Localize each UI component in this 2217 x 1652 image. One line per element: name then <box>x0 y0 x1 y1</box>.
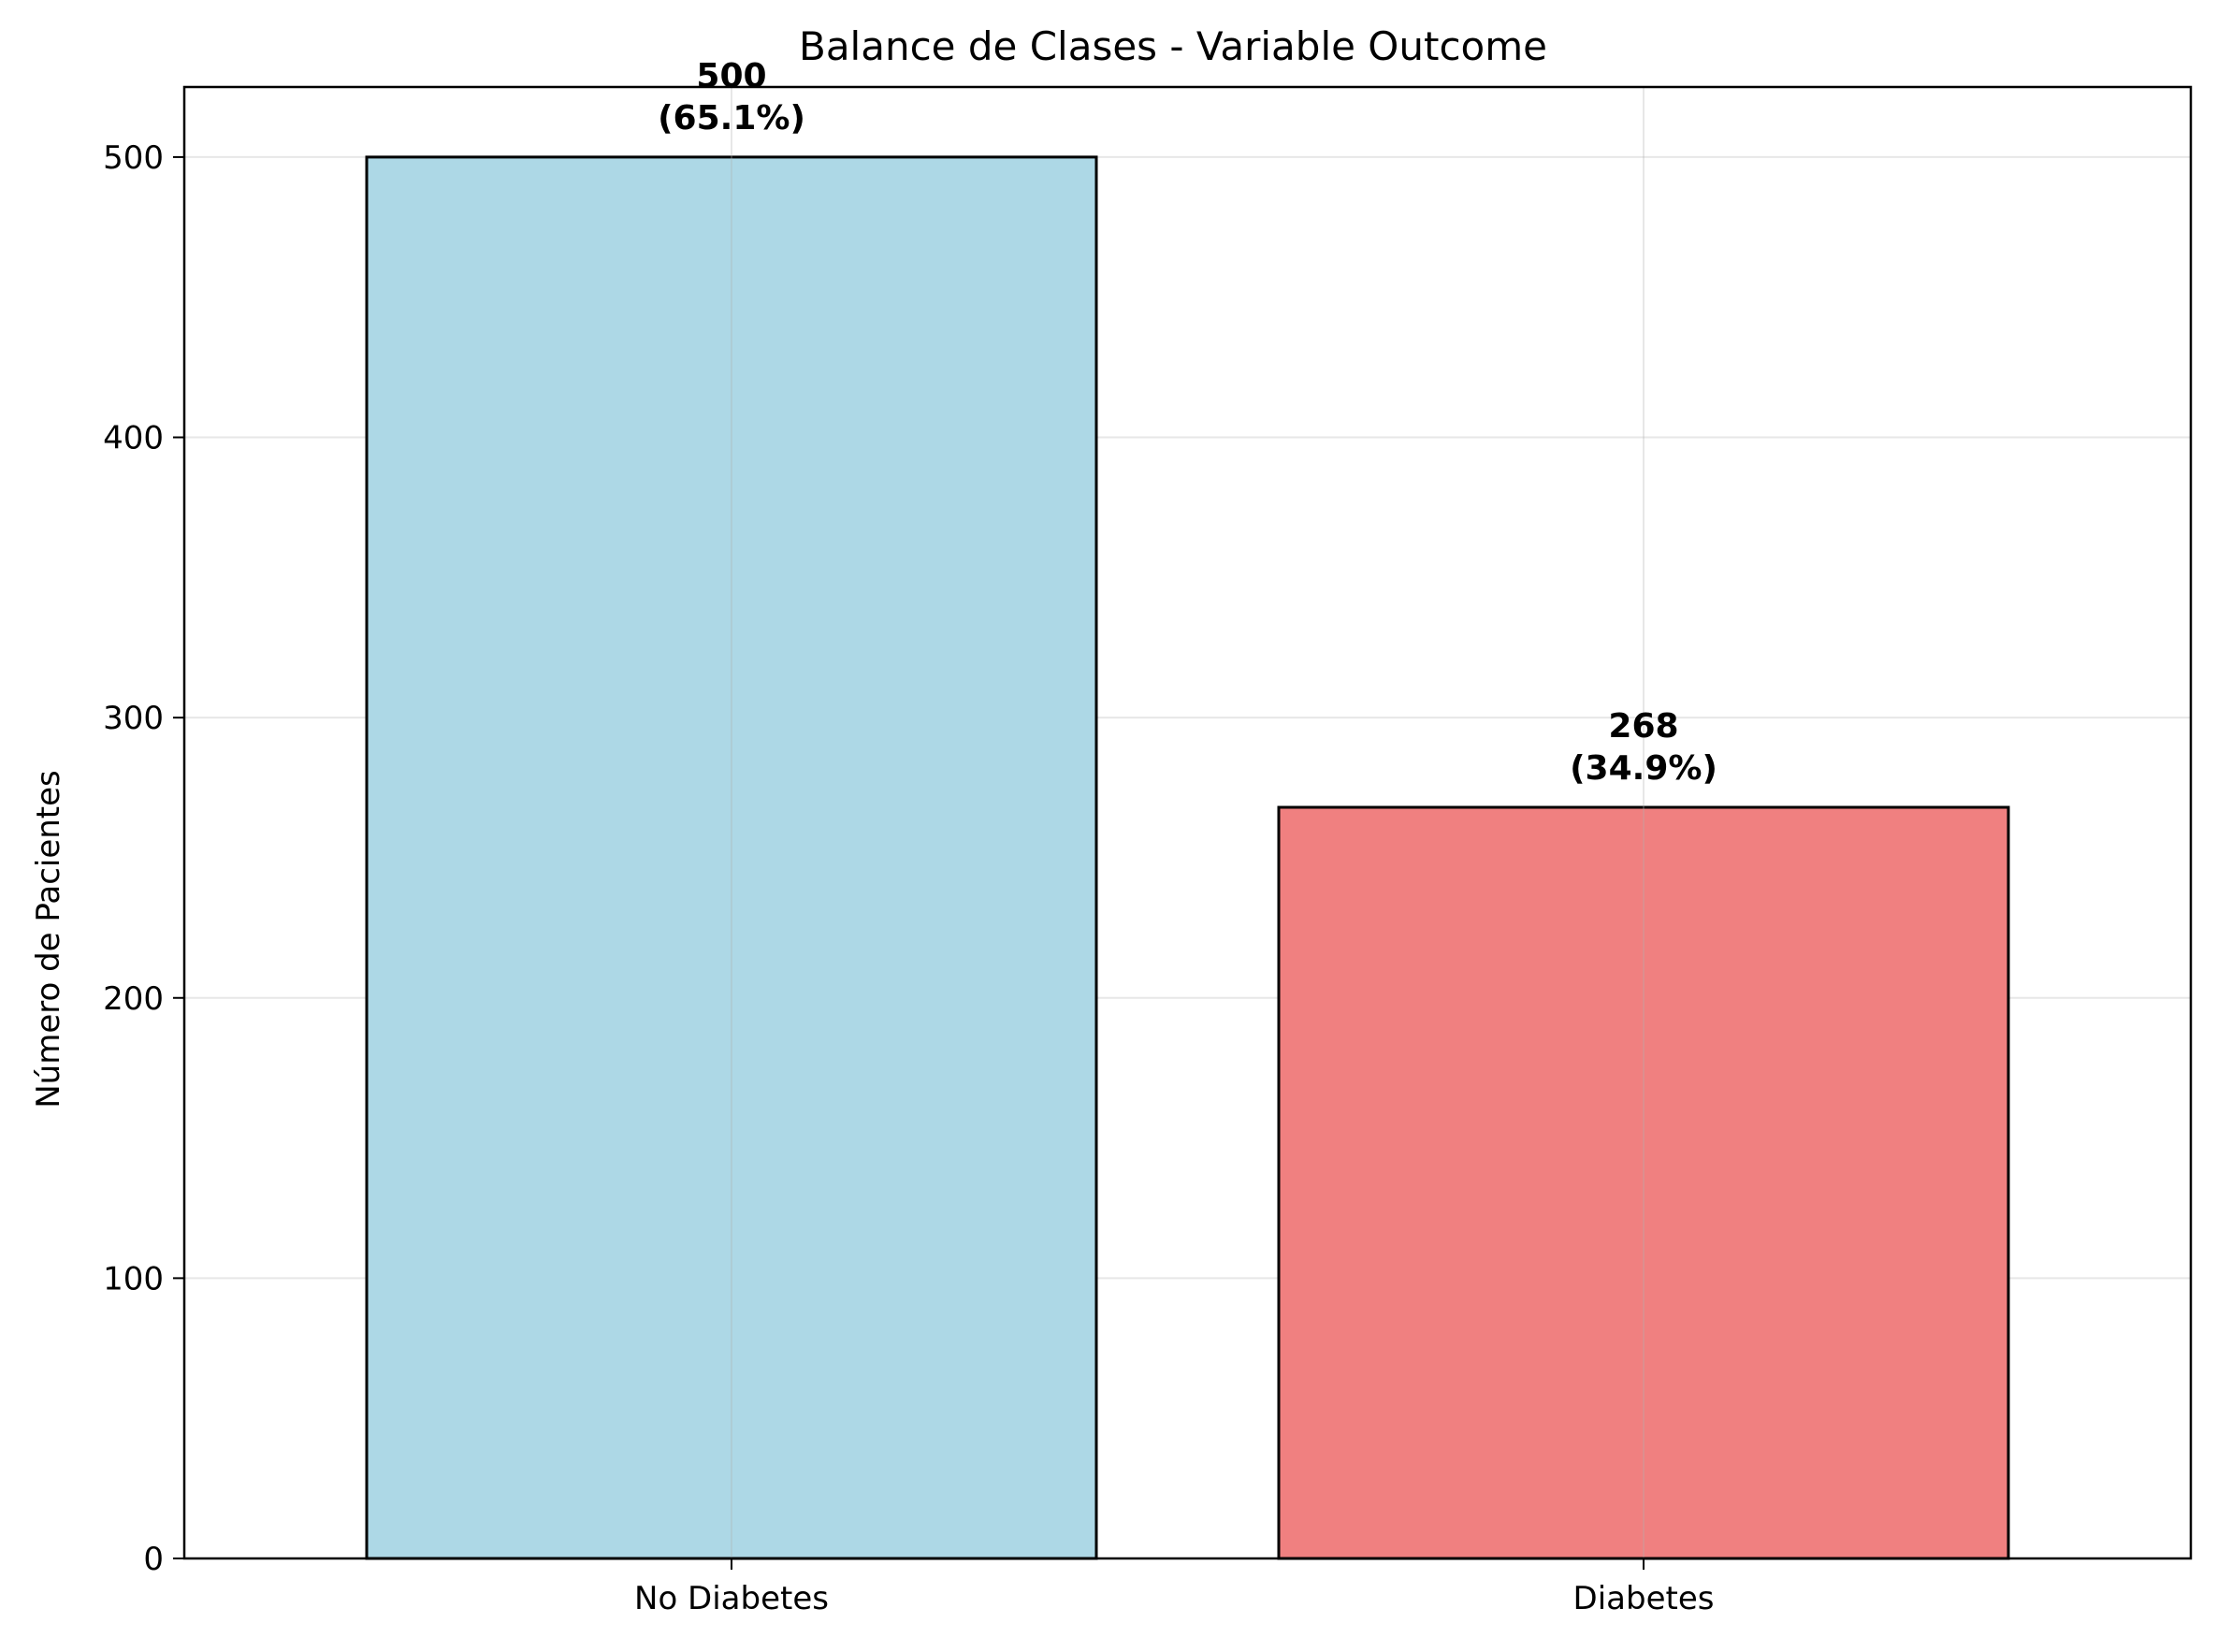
data-label-value: 500 <box>696 57 766 95</box>
data-label-value: 268 <box>1608 707 1678 746</box>
y-axis-label: Número de Pacientes <box>30 770 67 1109</box>
y-tick-label: 0 <box>143 1541 164 1578</box>
plot-frame <box>182 85 2193 1560</box>
y-tick-label: 400 <box>103 420 164 457</box>
chart-title: Balance de Clases - Variable Outcome <box>799 23 1547 69</box>
x-axis-ticks: No Diabetes Diabetes <box>634 1558 1714 1617</box>
data-label-percent: (65.1%) <box>658 99 805 138</box>
y-axis-ticks: 0 100 200 300 400 500 <box>103 139 184 1578</box>
data-labels: 500 (65.1%) 268(34.9%) <box>658 57 1717 788</box>
x-tick-label: No Diabetes <box>634 1580 829 1617</box>
bars <box>365 155 2010 1560</box>
y-tick-label: 500 <box>103 139 164 177</box>
y-tick-label: 100 <box>103 1260 164 1297</box>
y-tick-label: 200 <box>103 980 164 1018</box>
bar-no-diabetes <box>365 155 1098 1560</box>
vertical-grid-lines <box>731 87 1645 1558</box>
bar-diabetes <box>1277 805 2010 1560</box>
data-label-percent: (34.9%) <box>1570 749 1717 788</box>
y-tick-label: 300 <box>103 700 164 737</box>
x-tick-label: Diabetes <box>1573 1580 1715 1617</box>
